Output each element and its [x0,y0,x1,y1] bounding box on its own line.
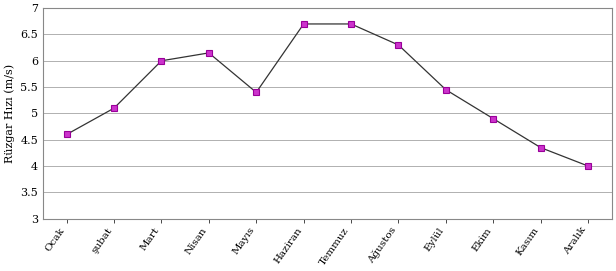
Y-axis label: Rüzgar Hızı (m/s): Rüzgar Hızı (m/s) [4,64,15,163]
